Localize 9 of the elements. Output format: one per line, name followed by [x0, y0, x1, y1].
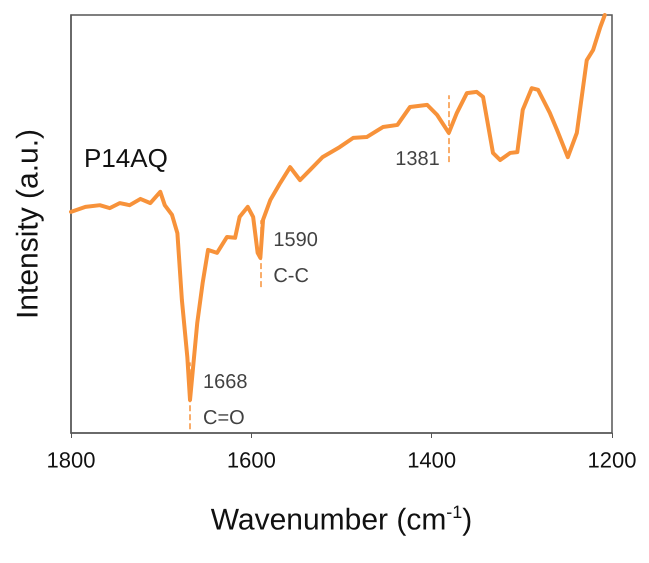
x-tick-label: 1600 — [226, 448, 276, 472]
y-axis-title: Intensity (a.u.) — [12, 128, 44, 320]
annotation: P14AQ — [84, 143, 168, 173]
x-tick-label: 1200 — [588, 448, 636, 472]
annotation: 1668 C=O — [203, 370, 248, 429]
annotation: 1590 C-C — [273, 228, 318, 287]
x-tick-label: 1400 — [407, 448, 456, 472]
x-tick-label: 1800 — [46, 448, 96, 472]
annotation: 1381 — [395, 148, 440, 170]
